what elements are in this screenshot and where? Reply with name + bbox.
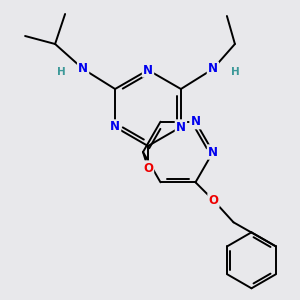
Text: N: N [208,62,218,76]
Text: H: H [230,67,239,77]
Text: N: N [110,121,120,134]
Text: O: O [143,161,153,175]
Text: N: N [208,146,218,158]
Text: N: N [190,115,200,128]
Text: N: N [176,121,186,134]
Text: N: N [78,62,88,76]
Text: N: N [143,64,153,76]
Text: H: H [57,67,65,77]
Text: O: O [208,194,218,207]
